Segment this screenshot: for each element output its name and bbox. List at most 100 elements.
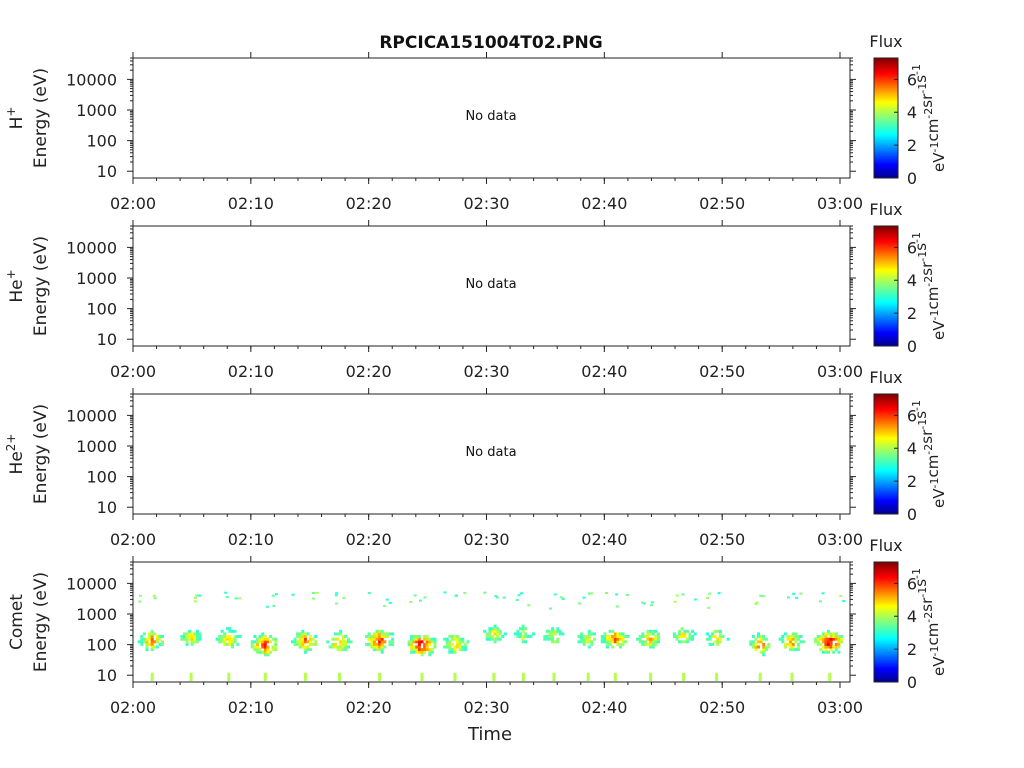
panel-energy-label: Energy (eV) xyxy=(31,572,51,672)
flux-cell xyxy=(580,632,584,636)
flux-cell xyxy=(561,597,565,600)
y-tick-label: 1000 xyxy=(76,269,117,288)
colorbar-tick-label: 0 xyxy=(907,505,917,524)
flux-cell xyxy=(450,642,454,646)
flux-cell xyxy=(816,637,820,641)
flux-cell xyxy=(266,645,270,649)
flux-cell xyxy=(231,642,234,646)
flux-cell xyxy=(651,640,655,644)
flux-cell xyxy=(274,645,278,649)
flux-cell xyxy=(615,593,619,596)
flux-cell xyxy=(309,648,312,652)
panel-ion-label: Comet xyxy=(7,594,27,650)
flux-cell xyxy=(148,637,152,641)
flux-cell xyxy=(842,599,846,602)
flux-cell xyxy=(448,640,452,644)
flux-cell xyxy=(263,635,267,638)
colorbar-tick-label: 2 xyxy=(907,472,917,491)
flux-cell xyxy=(553,593,557,596)
flux-cell xyxy=(708,642,712,646)
flux-cell xyxy=(456,645,460,649)
flux-cell xyxy=(227,672,231,681)
flux-cell xyxy=(413,594,417,597)
flux-cell xyxy=(140,635,144,638)
flux-cell xyxy=(754,642,758,646)
flux-cell xyxy=(839,595,843,598)
flux-cell xyxy=(757,640,760,644)
flux-cell xyxy=(265,605,269,608)
flux-cell xyxy=(626,635,630,638)
flux-cell xyxy=(336,645,340,649)
flux-cell xyxy=(298,637,302,641)
flux-cell xyxy=(145,637,149,641)
flux-cell xyxy=(328,645,332,649)
flux-cell xyxy=(778,637,782,641)
flux-cell xyxy=(453,635,457,638)
flux-cell xyxy=(707,606,711,609)
flux-cell xyxy=(391,640,395,644)
flux-cell xyxy=(711,642,715,646)
flux-cell xyxy=(545,637,549,641)
colorbar-tick-label: 2 xyxy=(907,136,917,155)
flux-cell xyxy=(837,642,841,646)
flux-cell xyxy=(516,629,520,633)
flux-cell xyxy=(142,632,146,636)
flux-cell xyxy=(656,632,660,636)
flux-cell xyxy=(228,642,232,646)
flux-cell xyxy=(618,642,622,646)
flux-cell xyxy=(582,642,586,646)
flux-cell xyxy=(840,635,843,638)
flux-cell xyxy=(378,645,382,649)
flux-cell xyxy=(378,632,382,636)
flux-cell xyxy=(587,635,591,638)
flux-cell xyxy=(409,601,413,603)
flux-cell xyxy=(483,591,487,594)
panel-2: 10000 1000 100 10 02:00 02:10 02:20 02:30 02:40 0… xyxy=(4,200,948,381)
flux-cell xyxy=(834,645,838,649)
flux-cell xyxy=(711,635,715,638)
flux-cell xyxy=(580,640,584,644)
flux-cell xyxy=(461,645,465,649)
flux-cell xyxy=(789,645,793,649)
flux-cell xyxy=(234,597,238,600)
panel-ion-label: He2+ xyxy=(4,434,27,475)
flux-cell xyxy=(261,650,265,654)
flux-cell xyxy=(385,635,389,638)
flux-cell xyxy=(529,635,533,638)
flux-cell xyxy=(802,640,806,644)
flux-cell xyxy=(145,642,149,646)
flux-cell xyxy=(412,645,416,649)
flux-cell xyxy=(683,629,687,633)
flux-cell xyxy=(150,648,154,652)
flux-cell xyxy=(832,632,836,636)
flux-cell xyxy=(158,635,162,638)
flux-cell xyxy=(726,637,730,641)
no-data-label: No data xyxy=(465,277,516,292)
flux-cell xyxy=(827,637,830,641)
flux-cell xyxy=(680,632,684,636)
flux-cell xyxy=(641,601,644,604)
flux-cell xyxy=(375,635,379,638)
flux-cell xyxy=(824,640,828,644)
flux-cell xyxy=(516,635,520,638)
flux-cell xyxy=(306,640,310,644)
flux-cell xyxy=(423,645,427,649)
colorbar-tick-label: 4 xyxy=(907,271,917,290)
flux-cell xyxy=(582,596,586,599)
flux-cell xyxy=(491,637,494,641)
flux-cell xyxy=(263,648,267,652)
flux-cell xyxy=(821,645,825,649)
flux-cell xyxy=(501,635,505,638)
flux-cell xyxy=(303,645,307,649)
flux-cell xyxy=(832,637,836,641)
flux-cell xyxy=(691,629,695,633)
flux-cell xyxy=(705,632,709,636)
flux-cell xyxy=(611,640,615,644)
flux-cell xyxy=(138,600,142,603)
flux-cell xyxy=(654,642,658,646)
flux-cell xyxy=(261,645,265,649)
panel-ion-label: H+ xyxy=(4,107,27,130)
flux-cell xyxy=(290,640,294,644)
flux-cell xyxy=(718,629,722,633)
colorbar-gradient xyxy=(873,393,899,515)
